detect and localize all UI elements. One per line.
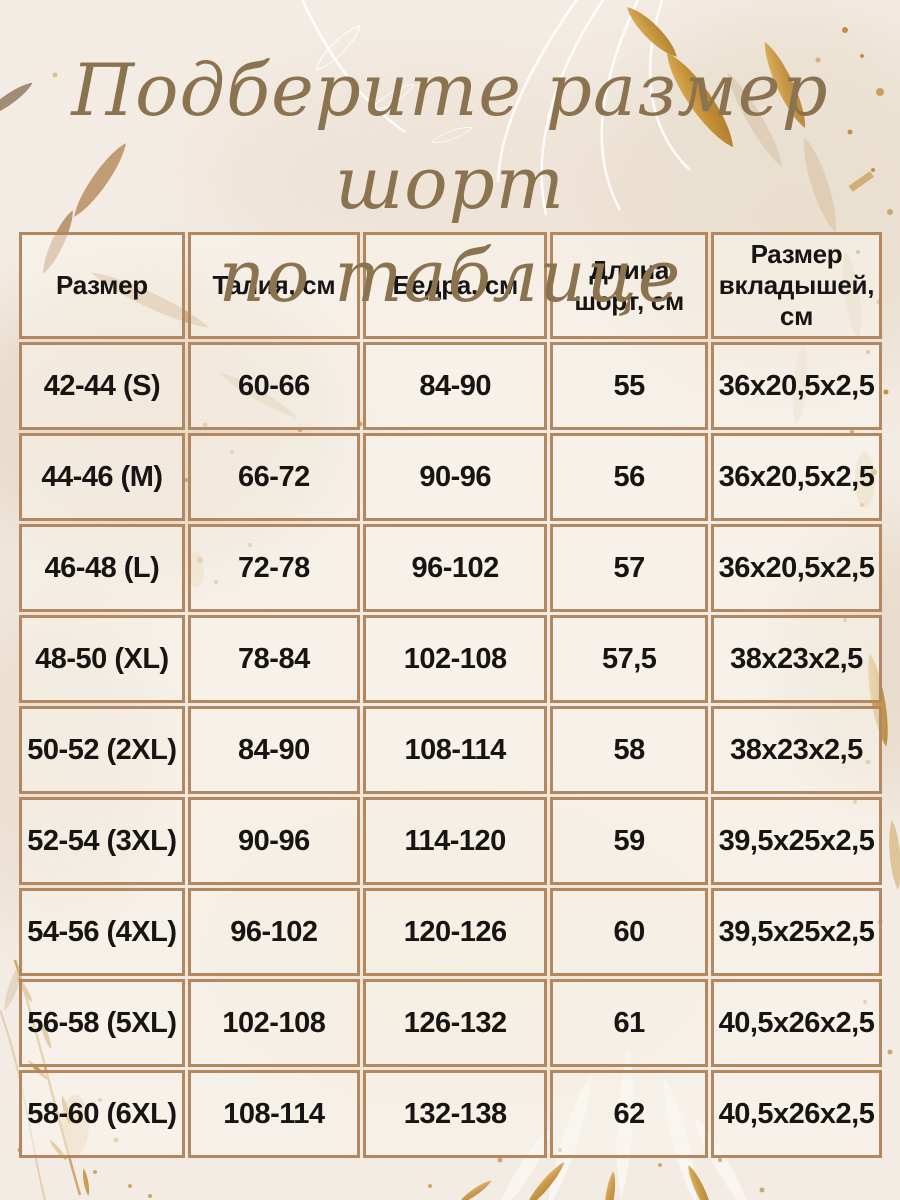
table-cell: 39,5x25x2,5 [710,888,882,976]
size-table: Размер Талия, см Бедра, см Длина шорт, с… [16,229,885,1161]
table-cell: 62 [550,1070,708,1158]
table-row: 44-46 (M) 66-72 90-96 56 36x20,5x2,5 [19,433,882,521]
table-cell: 96-102 [187,888,360,976]
table-cell: 50-52 (2XL) [19,706,185,794]
table-cell: 132-138 [362,1070,548,1158]
table-cell: 90-96 [362,433,548,521]
table-cell: 66-72 [187,433,360,521]
table-row: 56-58 (5XL) 102-108 126-132 61 40,5x26x2,5 [19,979,882,1067]
table-cell: 60-66 [187,342,360,430]
table-cell: 38x23x2,5 [710,615,882,703]
table-row: 42-44 (S) 60-66 84-90 55 36x20,5x2,5 [19,342,882,430]
table-cell: 114-120 [362,797,548,885]
page-title: Подберите размер шорт по таблице [0,44,900,323]
table-cell: 84-90 [362,342,548,430]
table-cell: 78-84 [187,615,360,703]
table-row: 58-60 (6XL) 108-114 132-138 62 40,5x26x2,5 [19,1070,882,1158]
table-row: 52-54 (3XL) 90-96 114-120 59 39,5x25x2,5 [19,797,882,885]
size-table-body: 42-44 (S) 60-66 84-90 55 36x20,5x2,5 44-46 (M… [19,342,882,1158]
table-cell: 52-54 (3XL) [19,797,185,885]
table-cell: 108-114 [362,706,548,794]
table-cell: 58 [550,706,708,794]
table-cell: 57 [550,524,708,612]
table-cell: 90-96 [187,797,360,885]
table-cell: 58-60 (6XL) [19,1070,185,1158]
table-cell: 72-78 [187,524,360,612]
table-cell: 102-108 [187,979,360,1067]
table-cell: 38x23x2,5 [710,706,882,794]
page-title-line-2: по таблице [218,234,682,318]
table-cell: 36x20,5x2,5 [710,433,882,521]
table-cell: 40,5x26x2,5 [710,979,882,1067]
table-cell: 54-56 (4XL) [19,888,185,976]
table-row: 46-48 (L) 72-78 96-102 57 36x20,5x2,5 [19,524,882,612]
table-cell: 44-46 (M) [19,433,185,521]
table-cell: 42-44 (S) [19,342,185,430]
table-cell: 56-58 (5XL) [19,979,185,1067]
table-cell: 36x20,5x2,5 [710,342,882,430]
table-cell: 61 [550,979,708,1067]
table-cell: 108-114 [187,1070,360,1158]
table-cell: 39,5x25x2,5 [710,797,882,885]
table-cell: 46-48 (L) [19,524,185,612]
page-title-line-1: Подберите размер шорт [71,48,829,225]
table-cell: 60 [550,888,708,976]
table-row: 54-56 (4XL) 96-102 120-126 60 39,5x25x2,5 [19,888,882,976]
table-cell: 59 [550,797,708,885]
table-row: 50-52 (2XL) 84-90 108-114 58 38x23x2,5 [19,706,882,794]
table-cell: 48-50 (XL) [19,615,185,703]
table-cell: 84-90 [187,706,360,794]
table-cell: 57,5 [550,615,708,703]
table-cell: 120-126 [362,888,548,976]
table-cell: 36x20,5x2,5 [710,524,882,612]
table-cell: 126-132 [362,979,548,1067]
table-cell: 56 [550,433,708,521]
table-cell: 96-102 [362,524,548,612]
table-cell: 40,5x26x2,5 [710,1070,882,1158]
table-row: 48-50 (XL) 78-84 102-108 57,5 38x23x2,5 [19,615,882,703]
table-cell: 55 [550,342,708,430]
table-cell: 102-108 [362,615,548,703]
